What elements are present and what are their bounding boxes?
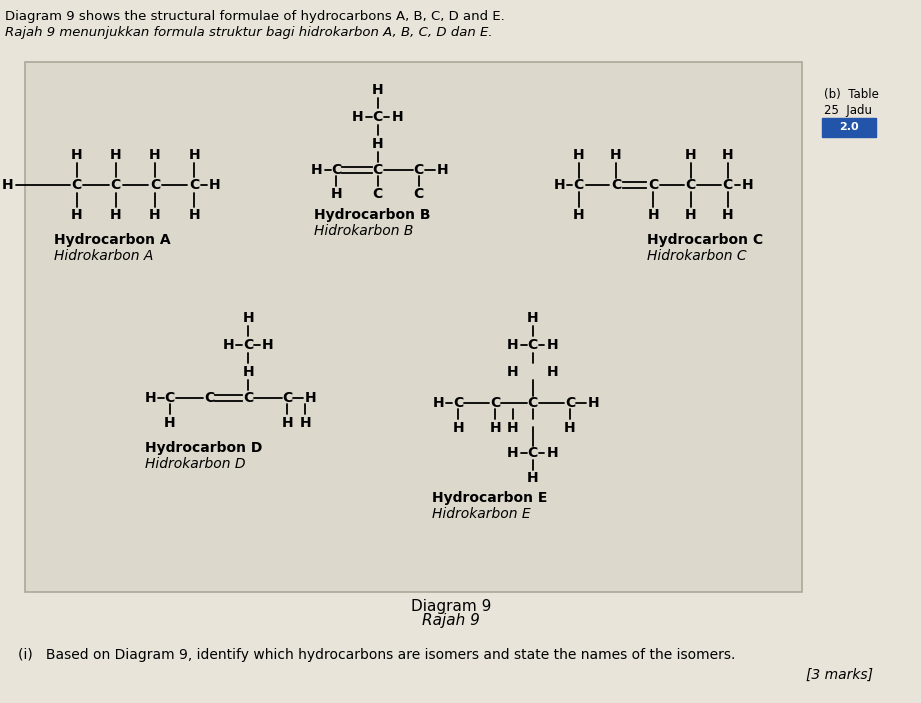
Text: Rajah 9 menunjukkan formula struktur bagi hidrokarbon A, B, C, D dan E.: Rajah 9 menunjukkan formula struktur bag… (5, 26, 493, 39)
Text: H: H (372, 137, 383, 151)
Text: H: H (507, 421, 519, 435)
Text: H: H (110, 148, 122, 162)
Text: H: H (565, 421, 576, 435)
Text: H: H (741, 178, 753, 192)
Text: H: H (507, 365, 519, 379)
Text: C: C (189, 178, 199, 192)
Text: C: C (528, 338, 538, 352)
Text: C: C (243, 338, 253, 352)
Text: H: H (685, 148, 696, 162)
Text: Diagram 9 shows the structural formulae of hydrocarbons A, B, C, D and E.: Diagram 9 shows the structural formulae … (5, 10, 505, 23)
Text: H: H (647, 208, 659, 222)
Text: C: C (372, 187, 383, 201)
Text: H: H (573, 208, 585, 222)
Text: C: C (611, 178, 621, 192)
Text: C: C (453, 396, 463, 410)
Text: C: C (150, 178, 160, 192)
Text: Hydrocarbon C: Hydrocarbon C (647, 233, 764, 247)
Text: H: H (437, 163, 449, 177)
Text: (b)  Table: (b) Table (824, 88, 879, 101)
Text: C: C (165, 391, 175, 405)
Text: H: H (331, 187, 343, 201)
Text: H: H (685, 208, 696, 222)
Text: H: H (433, 396, 444, 410)
Text: H: H (507, 446, 519, 460)
Text: H: H (305, 391, 317, 405)
Text: H: H (452, 421, 464, 435)
Text: H: H (372, 83, 383, 97)
Text: H: H (164, 416, 176, 430)
Text: C: C (490, 396, 500, 410)
Text: H: H (546, 365, 558, 379)
Text: H: H (722, 148, 734, 162)
Text: 2.0: 2.0 (839, 122, 858, 132)
Text: H: H (223, 338, 234, 352)
Text: H: H (573, 148, 585, 162)
Text: H: H (311, 163, 322, 177)
Text: C: C (574, 178, 584, 192)
Text: H: H (588, 396, 600, 410)
Text: H: H (110, 208, 122, 222)
Text: Hydrocarbon B: Hydrocarbon B (314, 208, 430, 222)
Bar (25, 62, 802, 592)
Text: H: H (242, 365, 254, 379)
Text: C: C (565, 396, 575, 410)
Text: C: C (414, 187, 424, 201)
Text: Diagram 9: Diagram 9 (411, 598, 492, 614)
Text: C: C (723, 178, 733, 192)
Text: H: H (149, 148, 161, 162)
Text: C: C (204, 391, 214, 405)
Text: Rajah 9: Rajah 9 (423, 614, 480, 628)
Text: C: C (528, 396, 538, 410)
Text: H: H (71, 208, 82, 222)
Text: H: H (145, 391, 156, 405)
Text: C: C (72, 178, 82, 192)
Text: Hydrocarbon E: Hydrocarbon E (432, 491, 547, 505)
Text: H: H (71, 148, 82, 162)
Text: H: H (262, 338, 274, 352)
Text: H: H (2, 178, 14, 192)
Text: [3 marks]: [3 marks] (806, 668, 873, 682)
Text: H: H (611, 148, 622, 162)
Text: H: H (149, 208, 161, 222)
Text: C: C (648, 178, 659, 192)
Text: C: C (414, 163, 424, 177)
Text: (i)   Based on Diagram 9, identify which hydrocarbons are isomers and state the : (i) Based on Diagram 9, identify which h… (17, 648, 735, 662)
Text: C: C (528, 446, 538, 460)
Text: Hydrocarbon D: Hydrocarbon D (146, 441, 262, 455)
Text: C: C (111, 178, 121, 192)
Text: 25  Jadu: 25 Jadu (824, 104, 872, 117)
Text: H: H (352, 110, 364, 124)
Text: H: H (299, 416, 311, 430)
Text: H: H (554, 178, 565, 192)
Text: Hidrokarbon D: Hidrokarbon D (146, 457, 246, 471)
Text: H: H (507, 338, 519, 352)
Text: H: H (527, 311, 539, 325)
Text: C: C (243, 391, 253, 405)
Text: Hydrocarbon A: Hydrocarbon A (54, 233, 170, 247)
Text: C: C (685, 178, 695, 192)
Text: C: C (372, 163, 383, 177)
Text: Hidrokarbon B: Hidrokarbon B (314, 224, 414, 238)
Text: Hidrokarbon C: Hidrokarbon C (647, 249, 747, 263)
Text: H: H (391, 110, 403, 124)
Text: H: H (242, 311, 254, 325)
Text: Hidrokarbon A: Hidrokarbon A (54, 249, 153, 263)
Text: H: H (189, 148, 200, 162)
Text: H: H (722, 208, 734, 222)
Text: H: H (546, 338, 558, 352)
Text: C: C (283, 391, 293, 405)
Text: H: H (209, 178, 221, 192)
Text: C: C (332, 163, 342, 177)
Text: H: H (282, 416, 293, 430)
Text: C: C (372, 110, 383, 124)
Text: H: H (527, 471, 539, 485)
Text: Hidrokarbon E: Hidrokarbon E (432, 507, 530, 521)
Text: H: H (189, 208, 200, 222)
Bar (822, 118, 876, 137)
Text: H: H (490, 421, 501, 435)
Text: H: H (546, 446, 558, 460)
